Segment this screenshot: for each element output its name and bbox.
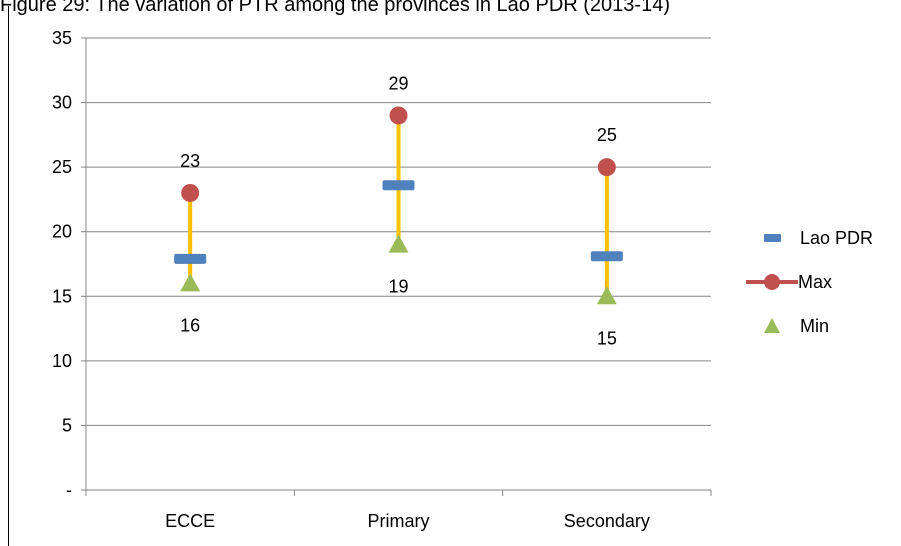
x-tick-label: ECCE: [165, 511, 215, 531]
y-tick-label: 30: [52, 93, 72, 113]
lao-pdr-marker: [382, 180, 415, 191]
legend-max-symbol: [764, 274, 780, 290]
legend-label: Min: [800, 316, 829, 336]
max-data-label: 25: [597, 125, 617, 145]
y-tick-label: 15: [52, 286, 72, 306]
min-marker: [180, 273, 201, 292]
legend-lao-pdr-symbol: [764, 234, 781, 242]
x-tick-label: Secondary: [564, 511, 650, 531]
x-tick-label: Primary: [368, 511, 430, 531]
legend-label: Max: [798, 272, 832, 292]
min-marker: [388, 234, 409, 253]
max-data-label: 23: [180, 151, 200, 171]
max-data-label: 29: [388, 73, 408, 93]
min-data-label: 16: [180, 315, 200, 335]
max-marker: [389, 106, 408, 125]
lao-pdr-marker: [174, 253, 207, 264]
legend-min-symbol: [764, 318, 780, 333]
min-marker: [596, 286, 617, 305]
y-tick-label: 25: [52, 157, 72, 177]
lao-pdr-marker: [590, 251, 623, 262]
y-tick-label: 35: [52, 28, 72, 48]
figure-caption: Figure 29: The variation of PTR among th…: [0, 0, 670, 16]
y-tick-label: 5: [62, 415, 72, 435]
min-data-label: 15: [597, 328, 617, 348]
max-marker: [181, 183, 200, 202]
max-marker: [597, 158, 616, 177]
y-tick-label: 20: [52, 222, 72, 242]
legend-label: Lao PDR: [800, 228, 873, 248]
y-tick-label: -: [66, 480, 72, 500]
chart-frame: [8, 6, 901, 546]
y-tick-label: 10: [52, 351, 72, 371]
min-data-label: 19: [388, 277, 408, 297]
